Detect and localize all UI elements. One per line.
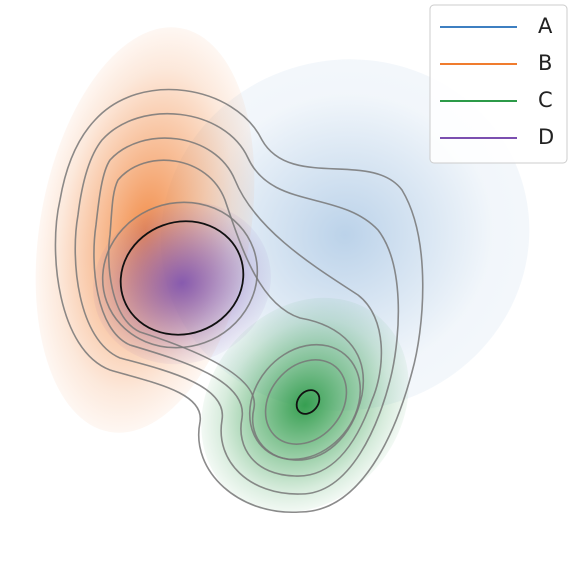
contour-line <box>101 201 259 349</box>
contour-line <box>93 137 383 477</box>
contour-line <box>264 359 348 445</box>
contours <box>54 88 424 513</box>
contour-line <box>295 389 321 415</box>
contour-line <box>119 220 245 336</box>
legend-label: B <box>538 51 552 75</box>
legend-label: D <box>538 125 554 149</box>
legend-label: C <box>538 88 553 112</box>
contour-line <box>107 159 365 461</box>
legend-label: A <box>538 14 553 38</box>
contour-line <box>54 88 424 513</box>
contour-line <box>248 343 362 461</box>
contour-line <box>74 112 400 495</box>
legend-box <box>429 4 568 164</box>
